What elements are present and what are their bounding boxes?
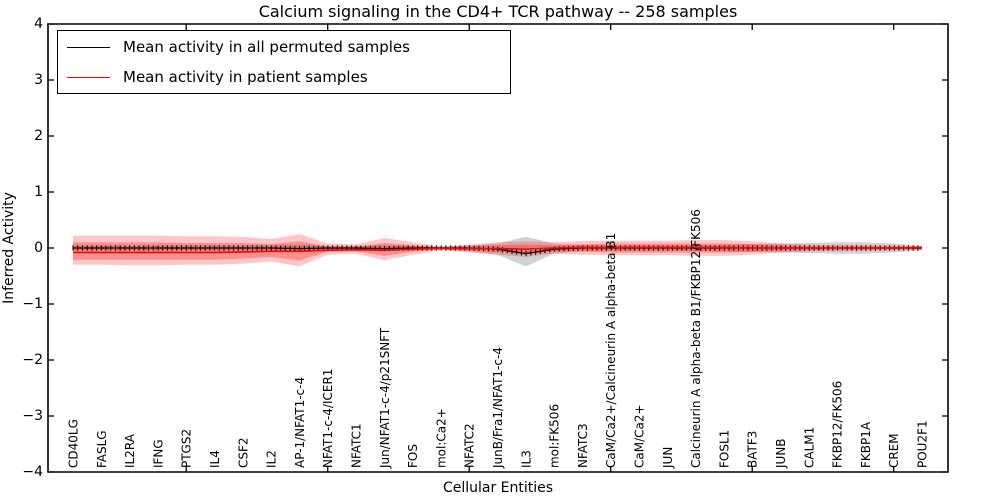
gene-label: CD40LG xyxy=(67,419,81,468)
gene-label: FASLG xyxy=(95,430,109,468)
gene-label: Jun/NFAT1-c-4/p21SNFT xyxy=(378,327,392,469)
patient-mean-line xyxy=(73,246,923,254)
gene-label: NFATC3 xyxy=(576,423,590,468)
gene-label: AP-1/NFAT1-c-4 xyxy=(293,377,307,468)
gene-label: JunB/Fra1/NFAT1-c-4 xyxy=(491,347,505,469)
legend: Mean activity in all permuted samples Me… xyxy=(57,30,511,94)
x-axis-label: Cellular Entities xyxy=(442,480,554,496)
patient-line-swatch xyxy=(67,76,110,78)
gene-label: JUNB xyxy=(774,438,788,469)
gene-label: FKBP1A xyxy=(859,421,873,468)
y-tick-label: 3 xyxy=(34,72,43,88)
gene-label: FKBP12/FK506 xyxy=(831,381,845,468)
gene-label: NFATC2 xyxy=(463,423,477,468)
y-tick-label: 0 xyxy=(34,240,43,256)
gene-label: CaM/Ca2+ xyxy=(633,404,647,468)
y-tick-label: 2 xyxy=(34,128,43,144)
legend-item-permuted: Mean activity in all permuted samples xyxy=(58,33,510,61)
y-tick-label: 4 xyxy=(34,16,43,32)
gene-label: JUN xyxy=(661,447,675,469)
axis-ticks xyxy=(48,23,948,473)
gene-label: BATF3 xyxy=(746,431,760,468)
gene-label: mol:FK506 xyxy=(548,404,562,468)
gene-label: IL4 xyxy=(208,450,222,468)
chart-title: Calcium signaling in the CD4+ TCR pathwa… xyxy=(258,2,738,21)
gene-label: IL2 xyxy=(265,450,279,468)
y-tick-label: −1 xyxy=(22,296,43,312)
gene-label: IFNG xyxy=(151,439,165,468)
gene-label: POU2F1 xyxy=(916,420,930,468)
y-tick-label: −4 xyxy=(22,464,43,480)
permuted-line-swatch xyxy=(67,46,110,48)
y-tick-label: −3 xyxy=(22,408,43,424)
gene-label: CALM1 xyxy=(802,427,816,468)
gene-label: NFAT1-c-4/ICER1 xyxy=(321,369,335,468)
y-tick-label: −2 xyxy=(22,352,43,368)
gene-label: PTGS2 xyxy=(180,429,194,468)
legend-label-patient: Mean activity in patient samples xyxy=(123,68,368,86)
gene-label: CSF2 xyxy=(236,437,250,468)
gene-label: FOSL1 xyxy=(717,430,731,468)
gene-label: IL2RA xyxy=(123,433,137,468)
gene-label: Calcineurin A alpha-beta B1/FKBP12/FK506 xyxy=(689,209,703,468)
gene-label: CaM/Ca2+/Calcineurin A alpha-beta B1 xyxy=(604,233,618,468)
gene-label: IL3 xyxy=(519,450,533,468)
y-tick-label: 1 xyxy=(34,184,43,200)
gene-label: NFATC1 xyxy=(350,423,364,468)
gene-label: FOS xyxy=(406,444,420,468)
gene-label: mol:Ca2+ xyxy=(434,408,448,468)
legend-label-permuted: Mean activity in all permuted samples xyxy=(123,38,410,56)
legend-item-patient: Mean activity in patient samples xyxy=(58,63,510,91)
gene-label: CREM xyxy=(887,433,901,468)
